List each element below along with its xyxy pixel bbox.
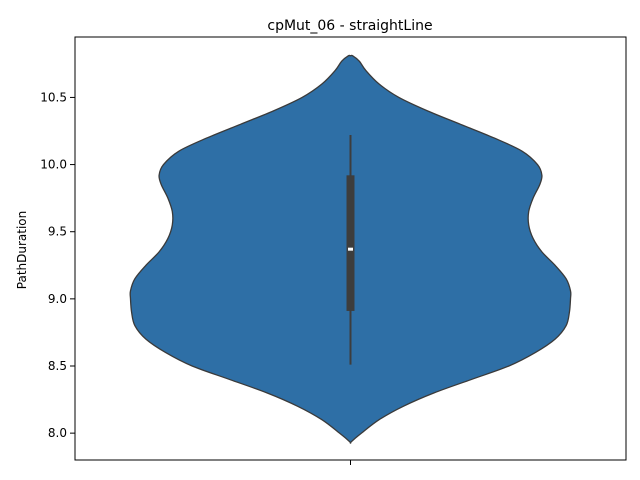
y-tick-label: 10.5 [40,90,67,104]
y-tick-label: 8.5 [48,359,67,373]
plot-area [129,54,572,444]
y-axis-label: PathDuration [15,211,29,289]
median-marker [348,247,353,251]
axes: 8.0 8.5 9.0 9.5 10.0 10.5 [40,36,627,465]
y-tick-label: 9.0 [48,292,67,306]
chart-title: cpMut_06 - straightLine [267,18,432,34]
iqr-box [346,175,355,311]
y-tick-label: 8.0 [48,426,67,440]
y-tick-label: 10.0 [40,158,67,172]
y-tick-label: 9.5 [48,225,67,239]
